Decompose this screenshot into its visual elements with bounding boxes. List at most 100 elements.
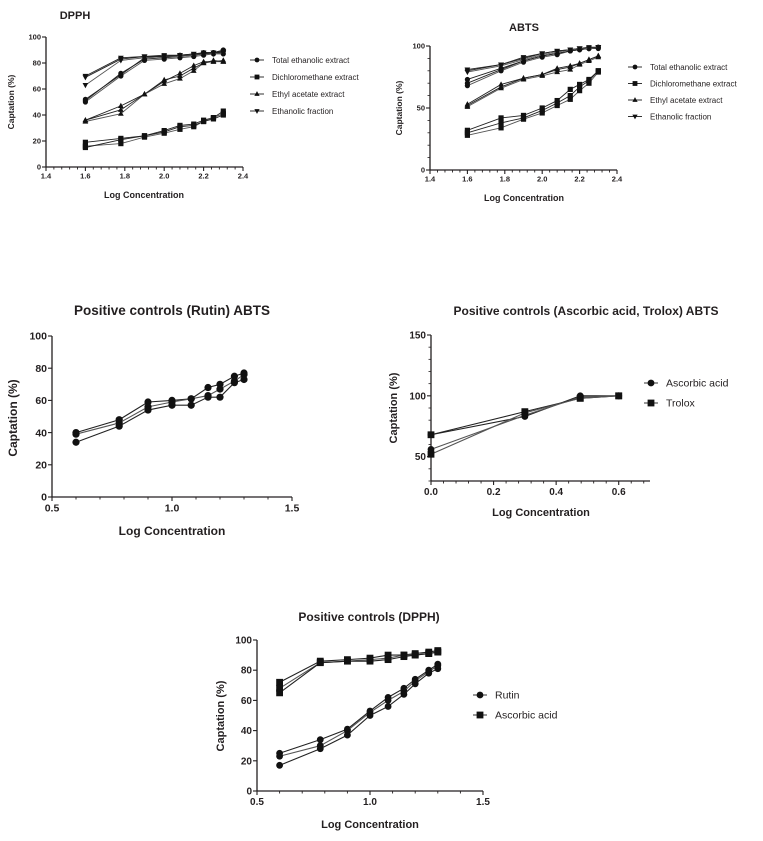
data-point <box>586 78 592 84</box>
legend-item: Ethyl acetate extract <box>628 96 723 105</box>
data-point <box>316 659 324 667</box>
x-tick-label: 1.0 <box>165 503 180 515</box>
data-point <box>366 712 374 719</box>
y-tick-label: 80 <box>35 363 47 375</box>
chart-title: Positive controls (Rutin) ABTS <box>74 303 270 318</box>
y-tick-label: 100 <box>235 636 252 647</box>
data-point <box>316 736 324 744</box>
legend-label: Ascorbic acid <box>495 710 558 722</box>
data-point <box>586 56 592 62</box>
data-point <box>595 52 602 58</box>
data-point <box>82 96 88 102</box>
data-point <box>220 58 227 64</box>
legend-label: Rutin <box>495 690 520 702</box>
x-tick-label: 2.0 <box>537 175 547 184</box>
data-point <box>161 76 168 82</box>
data-point <box>427 450 435 458</box>
y-tick-label: 0 <box>41 492 47 504</box>
data-point <box>554 48 561 55</box>
axes: 0.5 1.0 1.5 0 20 40 60 80 100 <box>235 636 490 809</box>
y-tick-label: 40 <box>33 111 41 120</box>
legend-label: Dichloromethane extract <box>272 73 359 82</box>
data-point <box>220 112 226 118</box>
y-axis-label: Captation (%) <box>394 80 404 135</box>
data-point <box>161 80 168 86</box>
legend: Rutin Ascorbic acid <box>473 690 558 722</box>
data-point <box>187 401 195 409</box>
legend-label: Ethyl acetate extract <box>272 90 345 99</box>
legend-item: Ascorbic acid <box>644 378 729 390</box>
series-ascorbic-acid <box>427 392 623 453</box>
legend-marker-circle <box>647 379 655 387</box>
series-line <box>467 71 599 136</box>
x-tick-label: 1.4 <box>41 172 52 181</box>
series-ethyl-acetate-extract <box>464 52 602 109</box>
y-tick-label: 60 <box>35 395 47 407</box>
chart-title: DPPH <box>60 10 91 22</box>
legend-marker-circle <box>632 64 638 70</box>
legend-label: Total ethanolic extract <box>650 63 728 72</box>
data-point <box>141 91 148 97</box>
data-point <box>118 57 124 63</box>
axes: 0.5 1.0 1.5 0 20 40 60 80 100 <box>29 331 299 515</box>
x-tick-label: 2.2 <box>574 175 584 184</box>
legend-marker-triangle-down <box>254 109 260 114</box>
data-point <box>427 431 435 439</box>
data-point <box>425 669 433 677</box>
legend-item: Rutin <box>473 690 520 702</box>
y-tick-label: 20 <box>35 459 47 471</box>
y-tick-label: 60 <box>33 85 41 94</box>
data-point <box>539 107 545 114</box>
data-point <box>72 430 80 438</box>
series-line <box>85 110 224 143</box>
data-point <box>190 51 197 58</box>
axes: 1.4 1.6 1.8 2.0 2.2 2.4 0 20 40 60 80 100 <box>28 33 249 181</box>
data-point <box>344 731 351 739</box>
chart-title: Positive controls (DPPH) <box>298 610 439 624</box>
data-point <box>567 63 574 70</box>
data-point <box>216 393 224 401</box>
legend-label: Ascorbic acid <box>666 378 729 390</box>
y-tick-label: 0 <box>421 166 425 175</box>
chart-title: Positive controls (Ascorbic acid, Trolox… <box>454 304 719 318</box>
data-point <box>595 45 602 51</box>
data-point <box>554 100 560 106</box>
legend-marker-square <box>254 74 260 80</box>
data-point <box>577 88 583 94</box>
data-point <box>161 54 168 60</box>
y-tick-label: 0 <box>246 787 252 798</box>
x-tick-label: 2.4 <box>238 172 249 181</box>
legend: Ascorbic acid Trolox <box>644 378 729 410</box>
x-tick-label: 2.2 <box>198 172 208 181</box>
x-axis-label: Log Concentration <box>484 193 564 203</box>
legend-marker-triangle-up <box>632 97 638 102</box>
y-tick-label: 40 <box>35 427 47 439</box>
data-point <box>554 66 561 72</box>
data-marks <box>276 647 442 769</box>
legend-item: Total ethanolic extract <box>250 56 350 65</box>
data-point <box>520 75 527 81</box>
y-tick-label: 50 <box>417 104 425 113</box>
data-point <box>539 71 546 77</box>
data-point <box>576 46 583 52</box>
x-axis-label: Log Concentration <box>104 190 184 200</box>
data-marks <box>82 47 227 151</box>
data-point <box>276 752 283 760</box>
data-point <box>498 62 504 68</box>
data-point <box>567 93 573 99</box>
data-marks <box>72 369 248 446</box>
y-tick-label: 60 <box>241 696 253 707</box>
data-point <box>210 57 217 63</box>
data-point <box>118 106 124 112</box>
axes: 1.4 1.6 1.8 2.0 2.2 2.4 0 50 100 <box>412 42 623 184</box>
data-point <box>118 137 124 143</box>
data-point <box>200 51 207 58</box>
chart-positive-dpph: Positive controls (DPPH) 0.5 1.0 1.5 0 20 40 6… <box>215 610 558 831</box>
legend-label: Ethyl acetate extract <box>650 96 723 105</box>
data-point <box>316 745 324 753</box>
series-line <box>85 50 224 102</box>
series-ascorbic-acid <box>276 647 442 697</box>
data-point <box>498 83 504 89</box>
x-tick-label: 0.6 <box>612 487 626 498</box>
data-point <box>595 68 601 74</box>
